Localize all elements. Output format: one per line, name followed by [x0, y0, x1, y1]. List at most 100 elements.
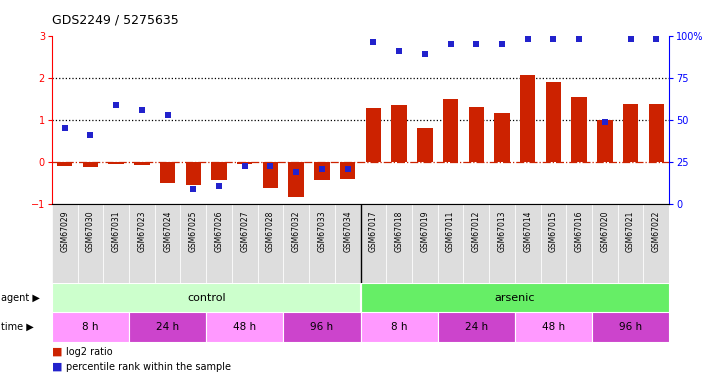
Bar: [515, 204, 541, 283]
Point: [522, 36, 534, 42]
Bar: [288, 162, 304, 197]
Text: GSM67026: GSM67026: [215, 211, 224, 252]
Text: 8 h: 8 h: [82, 322, 99, 332]
Point: [650, 36, 662, 42]
Bar: [648, 104, 664, 162]
Point: [445, 41, 456, 47]
Bar: [392, 105, 407, 162]
Point: [394, 48, 405, 54]
Point: [496, 41, 508, 47]
Bar: [129, 204, 155, 283]
Bar: [623, 104, 638, 162]
Bar: [160, 162, 175, 183]
Bar: [438, 312, 515, 342]
Point: [136, 107, 148, 113]
Bar: [489, 204, 515, 283]
Text: percentile rank within the sample: percentile rank within the sample: [66, 362, 231, 372]
Text: GSM67015: GSM67015: [549, 211, 558, 252]
Text: 8 h: 8 h: [391, 322, 407, 332]
Text: 24 h: 24 h: [156, 322, 180, 332]
Point: [471, 41, 482, 47]
Point: [317, 166, 328, 172]
Bar: [366, 108, 381, 162]
Point: [548, 36, 559, 42]
Text: 48 h: 48 h: [233, 322, 257, 332]
Bar: [417, 128, 433, 162]
Bar: [283, 312, 360, 342]
Bar: [206, 312, 283, 342]
Bar: [314, 162, 329, 180]
Text: GDS2249 / 5275635: GDS2249 / 5275635: [52, 13, 179, 26]
Bar: [155, 204, 180, 283]
Bar: [597, 120, 613, 162]
Point: [573, 36, 585, 42]
Bar: [57, 162, 73, 166]
Bar: [464, 204, 489, 283]
Text: 24 h: 24 h: [464, 322, 488, 332]
Bar: [546, 82, 561, 162]
Point: [85, 132, 97, 138]
Bar: [566, 204, 592, 283]
Text: GSM67017: GSM67017: [369, 211, 378, 252]
Point: [342, 166, 353, 172]
Text: GSM67025: GSM67025: [189, 211, 198, 252]
Bar: [283, 204, 309, 283]
Bar: [309, 204, 335, 283]
Text: 96 h: 96 h: [619, 322, 642, 332]
Bar: [360, 312, 438, 342]
Point: [368, 39, 379, 45]
Point: [239, 163, 251, 169]
Bar: [438, 204, 464, 283]
Bar: [83, 162, 98, 167]
Point: [59, 126, 71, 132]
Text: time ▶: time ▶: [1, 322, 34, 332]
Bar: [211, 162, 227, 180]
Text: log2 ratio: log2 ratio: [66, 347, 113, 357]
Point: [110, 102, 122, 108]
Text: GSM67030: GSM67030: [86, 211, 95, 252]
Text: GSM67031: GSM67031: [112, 211, 120, 252]
Bar: [360, 283, 669, 312]
Bar: [52, 312, 129, 342]
Bar: [108, 162, 124, 164]
Text: GSM67016: GSM67016: [575, 211, 583, 252]
Bar: [494, 113, 510, 162]
Bar: [335, 204, 360, 283]
Point: [419, 51, 430, 57]
Bar: [185, 162, 201, 185]
Text: ■: ■: [52, 362, 63, 372]
Bar: [180, 204, 206, 283]
Bar: [257, 204, 283, 283]
Bar: [237, 162, 252, 164]
Bar: [592, 204, 618, 283]
Text: GSM67018: GSM67018: [394, 211, 404, 252]
Bar: [340, 162, 355, 179]
Point: [599, 119, 611, 125]
Bar: [232, 204, 257, 283]
Text: GSM67029: GSM67029: [61, 211, 69, 252]
Bar: [443, 99, 459, 162]
Text: GSM67020: GSM67020: [601, 211, 609, 252]
Point: [291, 170, 302, 176]
Bar: [541, 204, 566, 283]
Text: arsenic: arsenic: [495, 292, 535, 303]
Point: [162, 112, 173, 118]
Bar: [515, 312, 592, 342]
Bar: [103, 204, 129, 283]
Text: GSM67021: GSM67021: [626, 211, 635, 252]
Text: GSM67022: GSM67022: [652, 211, 660, 252]
Text: agent ▶: agent ▶: [1, 292, 40, 303]
Point: [265, 163, 276, 169]
Text: GSM67027: GSM67027: [240, 211, 249, 252]
Bar: [618, 204, 643, 283]
Bar: [469, 106, 484, 162]
Bar: [52, 204, 78, 283]
Text: control: control: [187, 292, 226, 303]
Bar: [412, 204, 438, 283]
Text: GSM67014: GSM67014: [523, 211, 532, 252]
Text: GSM67023: GSM67023: [138, 211, 146, 252]
Text: 48 h: 48 h: [541, 322, 565, 332]
Bar: [134, 162, 150, 165]
Bar: [78, 204, 103, 283]
Text: GSM67032: GSM67032: [292, 211, 301, 252]
